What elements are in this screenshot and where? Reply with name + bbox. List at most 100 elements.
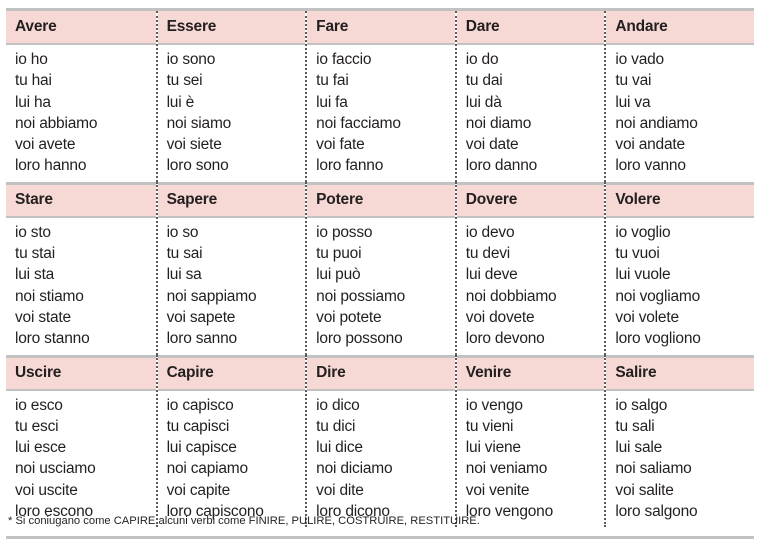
conjugation-form: noi usciamo	[15, 460, 96, 478]
conjugation-form: voi andate	[615, 136, 685, 154]
verb-row: Uscire io esco tu esci lui esce noi usciamo v…	[6, 354, 754, 528]
conjugation-list: io sto tu stai lui sta noi stiamo voi state l…	[6, 218, 156, 355]
conjugation-form: noi siamo	[166, 114, 232, 132]
conjugation-form: loro hanno	[15, 157, 87, 175]
conjugation-form: lui viene	[465, 439, 521, 457]
conjugation-form: noi vogliamo	[615, 287, 701, 305]
conjugation-list: io voglio tu vuoi lui vuole noi vogliamo voi…	[606, 218, 754, 355]
verb-header: Potere	[307, 181, 455, 218]
verb-header: Salire	[606, 354, 754, 391]
verb-column: Andare io vado tu vai lui va noi andiamo voi …	[604, 11, 754, 182]
conjugation-form: io vado	[615, 51, 664, 68]
conjugation-form: voi avete	[15, 136, 76, 154]
verb-column: Stare io sto tu stai lui sta noi stiamo voi s…	[6, 181, 156, 355]
verb-column: Essere io sono tu sei lui è noi siamo voi sie…	[155, 11, 306, 182]
verb-header: Dire	[307, 354, 455, 391]
conjugation-table: Avere io ho tu hai lui ha noi abbiamo voi ave…	[6, 8, 754, 528]
verb-header: Dovere	[456, 181, 605, 218]
conjugation-form: loro sanno	[166, 330, 238, 348]
conjugation-form: noi stiamo	[15, 287, 84, 305]
conjugation-form: tu vieni	[465, 417, 514, 435]
conjugation-form: noi capiamo	[166, 460, 249, 478]
conjugation-form: lui capisce	[166, 439, 237, 457]
conjugation-form: loro sono	[166, 157, 229, 175]
conjugation-form: lui può	[316, 266, 361, 284]
conjugation-form: voi volete	[615, 308, 679, 326]
conjugation-list: io salgo tu sali lui sale noi saliamo voi sa…	[606, 391, 754, 528]
verb-column: Potere io posso tu puoi lui può noi possiamo…	[305, 181, 455, 355]
conjugation-form: tu stai	[15, 245, 55, 263]
conjugation-form: voi salite	[615, 481, 674, 499]
conjugation-form: voi dite	[316, 481, 364, 499]
conjugation-form: noi saliamo	[615, 460, 692, 478]
conjugation-list: io so tu sai lui sa noi sappiamo voi sapete l…	[158, 218, 306, 355]
conjugation-form: noi dobbiamo	[465, 287, 557, 305]
conjugation-form: tu sei	[166, 72, 203, 90]
conjugation-form: tu devi	[465, 245, 511, 263]
conjugation-form: tu dai	[465, 72, 503, 90]
conjugation-form: io esco	[15, 396, 63, 414]
verb-header: Avere	[6, 11, 156, 45]
conjugation-form: io so	[166, 223, 199, 241]
conjugation-form: io sto	[15, 223, 51, 241]
conjugation-form: lui esce	[15, 439, 66, 457]
conjugation-form: io salgo	[615, 396, 668, 414]
verb-header: Dare	[456, 11, 605, 45]
conjugation-form: noi facciamo	[316, 114, 401, 132]
conjugation-form: tu sali	[615, 417, 655, 435]
conjugation-form: tu hai	[15, 72, 52, 90]
conjugation-list: io devo tu devi lui deve noi dobbiamo voi do…	[457, 218, 605, 355]
conjugation-form: noi possiamo	[316, 287, 406, 305]
conjugation-form: noi diciamo	[316, 460, 393, 478]
verb-column: Dire io dico tu dici lui dice noi diciamo voi…	[305, 354, 455, 528]
conjugation-form: voi state	[15, 308, 71, 326]
conjugation-form: loro escono	[15, 503, 93, 521]
verb-column: Fare io faccio tu fai lui fa noi facciamo voi…	[305, 11, 455, 182]
conjugation-form: io do	[465, 51, 499, 68]
conjugation-form: loro vengono	[465, 503, 554, 521]
verb-column: Dare io do tu dai lui dà noi diamo voi date lo…	[454, 11, 605, 182]
conjugation-form: loro capiscono	[166, 503, 264, 521]
bottom-rule	[6, 536, 754, 539]
conjugation-list: io capisco tu capisci lui capisce noi capia…	[158, 391, 306, 528]
conjugation-form: voi uscite	[15, 481, 78, 499]
verb-row: Stare io sto tu stai lui sta noi stiamo voi s…	[6, 181, 754, 355]
conjugation-list: io faccio tu fai lui fa noi facciamo voi fat…	[307, 45, 455, 182]
conjugation-form: noi andiamo	[615, 114, 698, 132]
conjugation-form: io vengo	[465, 396, 523, 414]
conjugation-form: noi veniamo	[465, 460, 548, 478]
conjugation-form: lui dice	[316, 439, 363, 457]
conjugation-form: noi sappiamo	[166, 287, 257, 305]
verb-column: Dovere io devo tu devi lui deve noi dobbiamo…	[454, 181, 605, 355]
conjugation-form: io devo	[465, 223, 515, 241]
conjugation-form: loro fanno	[316, 157, 384, 175]
conjugation-form: io faccio	[316, 51, 372, 68]
verb-header: Capire	[157, 354, 306, 391]
footnote: * Si coniugano come CAPIRE alcuni verbi …	[8, 515, 480, 527]
conjugation-list: io vado tu vai lui va noi andiamo voi andate…	[606, 45, 754, 182]
conjugation-list: io do tu dai lui dà noi diamo voi date loro d…	[457, 45, 605, 182]
verb-column: Venire io vengo tu vieni lui viene noi venia…	[454, 354, 605, 528]
conjugation-form: voi date	[465, 136, 519, 154]
conjugation-form: voi dovete	[465, 308, 535, 326]
conjugation-form: loro dicono	[316, 503, 390, 521]
conjugation-form: io sono	[166, 51, 216, 68]
conjugation-list: io ho tu hai lui ha noi abbiamo voi avete lor…	[6, 45, 156, 182]
verb-header: Andare	[606, 11, 754, 45]
conjugation-form: voi siete	[166, 136, 222, 154]
verb-column: Salire io salgo tu sali lui sale noi saliamo…	[604, 354, 754, 528]
verb-header: Sapere	[157, 181, 306, 218]
conjugation-form: lui va	[615, 93, 651, 111]
conjugation-form: loro possono	[316, 330, 403, 348]
conjugation-list: io dico tu dici lui dice noi diciamo voi dit…	[307, 391, 455, 528]
conjugation-list: io esco tu esci lui esce noi usciamo voi usc…	[6, 391, 156, 528]
conjugation-form: voi sapete	[166, 308, 236, 326]
verb-column: Avere io ho tu hai lui ha noi abbiamo voi ave…	[6, 11, 156, 182]
verb-row: Avere io ho tu hai lui ha noi abbiamo voi ave…	[6, 11, 754, 182]
conjugation-list: io posso tu puoi lui può noi possiamo voi po…	[307, 218, 455, 355]
verb-header: Uscire	[6, 354, 156, 391]
conjugation-list: io sono tu sei lui è noi siamo voi siete loro…	[158, 45, 306, 182]
conjugation-form: tu vai	[615, 72, 652, 90]
verb-header: Stare	[6, 181, 156, 218]
